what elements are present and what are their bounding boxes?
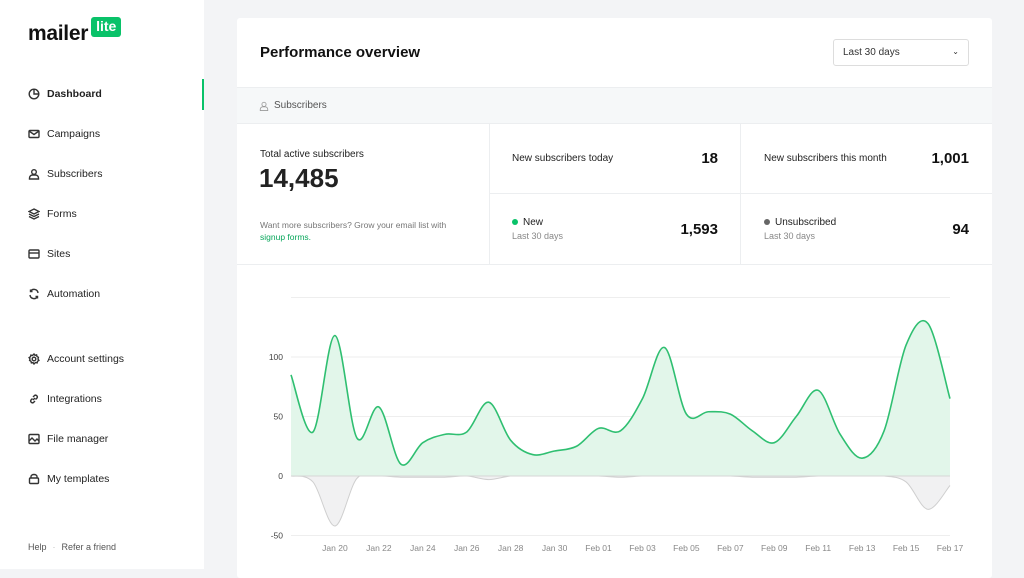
user-icon [28, 168, 40, 180]
x-tick-label: Feb 09 [761, 543, 788, 553]
x-tick-label: Jan 22 [366, 543, 392, 553]
x-tick-label: Feb 01 [585, 543, 612, 553]
refer-friend-link[interactable]: Refer a friend [62, 542, 117, 552]
sidebar-item-label: Campaigns [47, 128, 100, 140]
x-tick-label: Feb 13 [849, 543, 876, 553]
x-tick-label: Jan 28 [498, 543, 524, 553]
x-tick-label: Jan 30 [542, 543, 568, 553]
total-subscribers-value: 14,485 [259, 163, 339, 194]
sidebar-footer: Help · Refer a friend [28, 542, 116, 552]
sidebar-item-file-manager[interactable]: File manager [28, 431, 108, 447]
x-tick-label: Feb 17 [937, 543, 964, 553]
user-icon [259, 101, 269, 111]
new-today-label: New subscribers today [512, 153, 613, 164]
new-month-value: 1,001 [931, 150, 969, 167]
y-tick-label: 0 [278, 471, 283, 481]
divider [489, 193, 992, 194]
unsub-label: Unsubscribed [764, 217, 836, 228]
unsub-value: 94 [952, 221, 969, 238]
page-title: Performance overview [260, 44, 420, 61]
active-indicator [202, 79, 204, 110]
gray-dot-icon [764, 219, 770, 225]
hint-text: Want more subscribers? Grow your email l… [260, 220, 446, 230]
sidebar-item-integrations[interactable]: Integrations [28, 391, 102, 407]
grow-hint: Want more subscribers? Grow your email l… [260, 219, 475, 243]
total-subscribers-label: Total active subscribers [260, 149, 364, 160]
sidebar-item-account-settings[interactable]: Account settings [28, 351, 124, 367]
subscribers-chart: 100 50 0 -50 Jan 20 Jan 22 Jan 24 Jan 26 Jan 28 J… [237, 265, 992, 578]
divider [740, 124, 741, 265]
sidebar-item-label: Dashboard [47, 88, 102, 100]
y-tick-label: 100 [269, 352, 283, 362]
logo-text: mailer [28, 22, 88, 46]
sidebar-item-label: Automation [47, 288, 100, 300]
sidebar-item-label: Subscribers [47, 168, 102, 180]
x-tick-label: Feb 03 [629, 543, 656, 553]
logo-badge: lite [91, 17, 121, 37]
mailerlite-logo[interactable]: mailer lite [28, 22, 121, 46]
x-tick-label: Feb 15 [893, 543, 920, 553]
browser-icon [28, 248, 40, 260]
y-tick-label: 50 [274, 412, 284, 422]
sidebar-item-my-templates[interactable]: My templates [28, 471, 109, 487]
new-30d-sub: Last 30 days [512, 231, 563, 241]
subscribers-section-header: Subscribers [237, 87, 992, 124]
green-dot-icon [512, 219, 518, 225]
divider [489, 124, 490, 265]
unsub-text: Unsubscribed [775, 217, 836, 228]
date-range-value: Last 30 days [843, 47, 900, 58]
series-1-line [291, 474, 950, 526]
signup-forms-link[interactable]: signup forms. [260, 232, 311, 242]
sidebar-item-subscribers[interactable]: Subscribers [28, 166, 102, 182]
sidebar-item-label: File manager [47, 433, 108, 445]
sidebar-item-automation[interactable]: Automation [28, 286, 100, 302]
x-tick-label: Feb 11 [805, 543, 831, 553]
y-tick-label: -50 [271, 531, 284, 541]
unsub-sub: Last 30 days [764, 231, 815, 241]
section-label: Subscribers [274, 100, 327, 111]
new-30d-label: New [512, 217, 543, 228]
sidebar-item-label: Integrations [47, 393, 102, 405]
sidebar-item-dashboard[interactable]: Dashboard [28, 86, 102, 102]
x-tick-label: Jan 26 [454, 543, 480, 553]
link-icon [28, 393, 40, 405]
gear-icon [28, 353, 40, 365]
x-tick-label: Feb 05 [673, 543, 700, 553]
x-tick-label: Jan 20 [322, 543, 348, 553]
layers-icon [28, 208, 40, 220]
help-link[interactable]: Help [28, 542, 47, 552]
chevron-down-icon: ⌄ [952, 47, 959, 58]
performance-card: Performance overview Last 30 days ⌄ Subs… [237, 18, 992, 578]
new-today-value: 18 [701, 150, 718, 167]
sidebar-item-sites[interactable]: Sites [28, 246, 70, 262]
series-1-area [291, 474, 950, 526]
new-label: New [523, 217, 543, 228]
refresh-icon [28, 288, 40, 300]
new-month-label: New subscribers this month [764, 153, 887, 164]
sidebar-item-forms[interactable]: Forms [28, 206, 77, 222]
x-tick-label: Jan 24 [410, 543, 436, 553]
separator: · [53, 542, 56, 552]
sidebar-item-label: Sites [47, 248, 70, 260]
sidebar-item-label: My templates [47, 473, 109, 485]
template-icon [28, 473, 40, 485]
series-0-area [291, 321, 950, 476]
new-30d-value: 1,593 [680, 221, 718, 238]
sidebar-item-campaigns[interactable]: Campaigns [28, 126, 100, 142]
sidebar-item-label: Account settings [47, 353, 124, 365]
sidebar-item-label: Forms [47, 208, 77, 220]
date-range-select[interactable]: Last 30 days ⌄ [833, 39, 969, 66]
dashboard-pie-icon [28, 88, 40, 100]
x-tick-label: Feb 07 [717, 543, 744, 553]
mail-icon [28, 128, 40, 140]
image-icon [28, 433, 40, 445]
sidebar: mailer lite Dashboard Campaigns Subscriber… [0, 0, 204, 569]
